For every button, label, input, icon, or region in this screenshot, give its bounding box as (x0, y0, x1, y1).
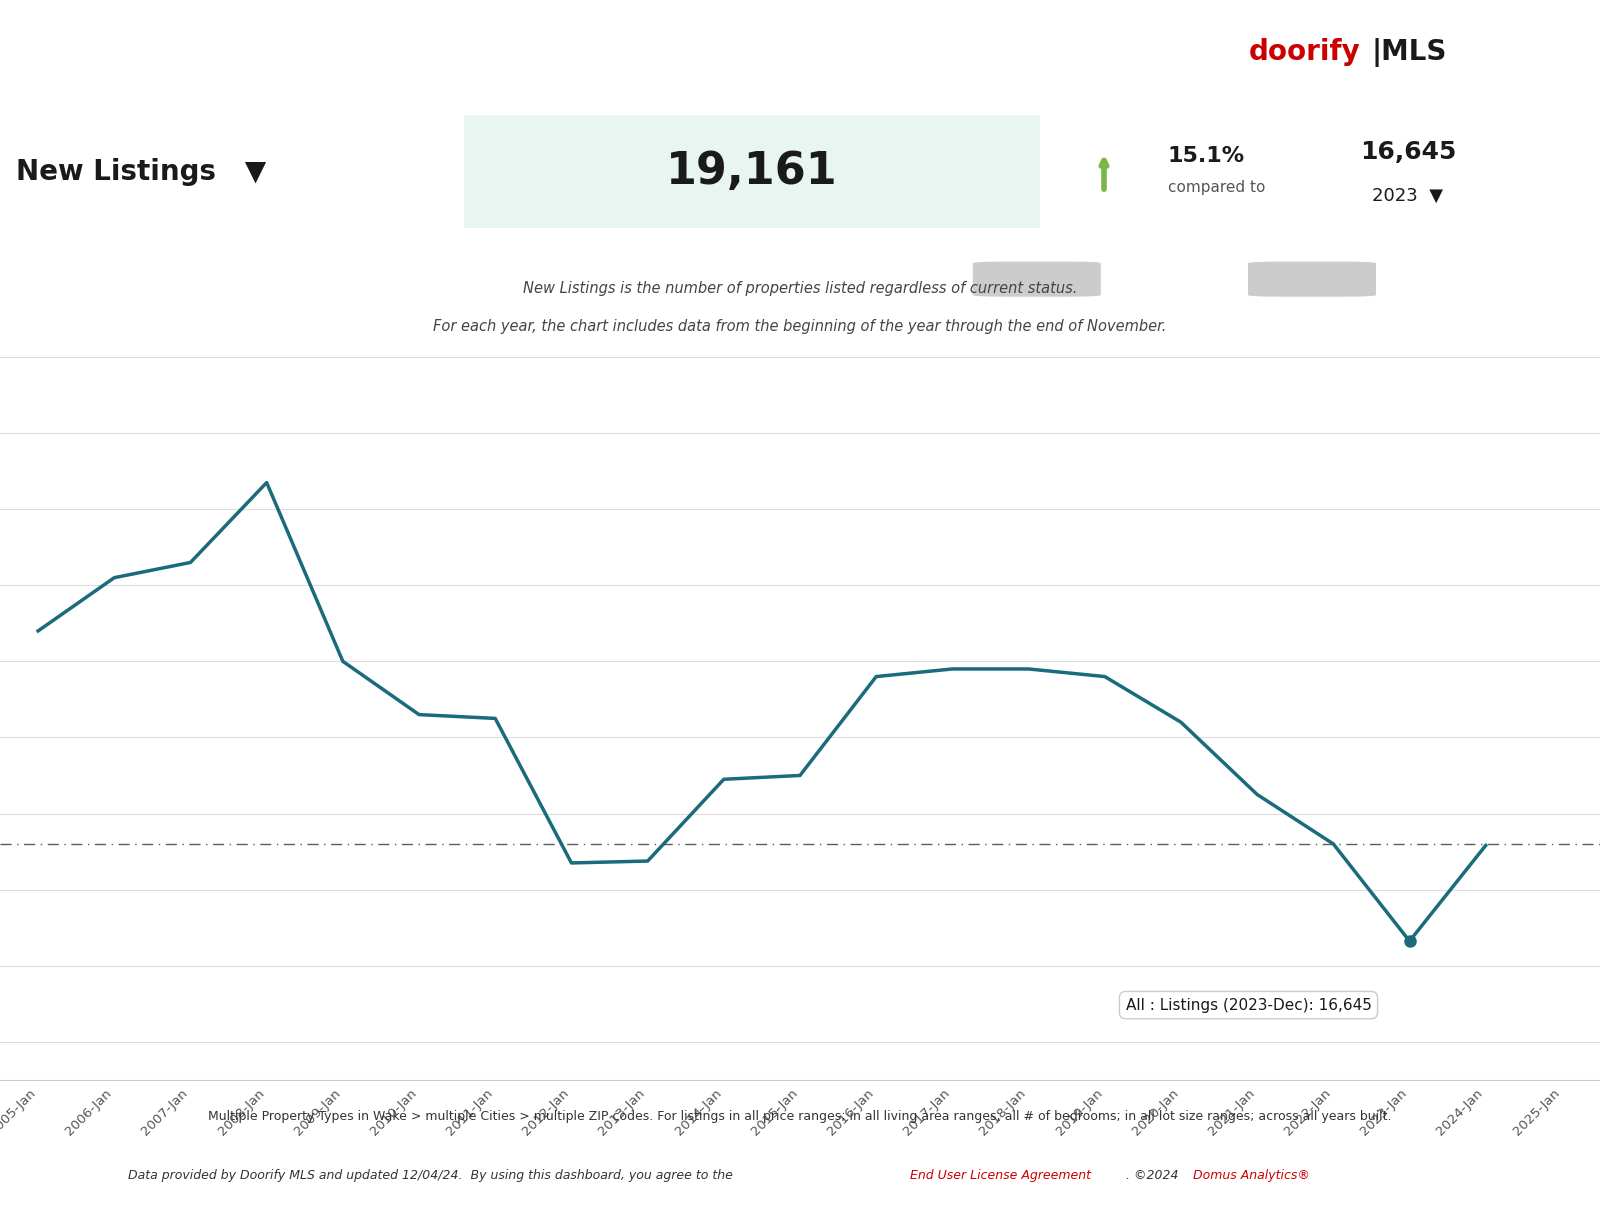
Text: ⎙: ⎙ (1530, 270, 1542, 288)
FancyBboxPatch shape (1248, 261, 1376, 297)
Text: Time Series (Line)  ▼: Time Series (Line) ▼ (48, 271, 226, 287)
Text: Yearly-YTD  ▼: Yearly-YTD ▼ (304, 271, 418, 287)
Text: 19,161: 19,161 (666, 150, 838, 194)
Text: 16,645: 16,645 (1360, 140, 1456, 163)
Text: 2023  ▼: 2023 ▼ (1373, 187, 1443, 205)
FancyBboxPatch shape (973, 261, 1101, 297)
Text: compared to: compared to (1168, 180, 1266, 195)
FancyBboxPatch shape (464, 115, 1040, 228)
Text: . ©2024: . ©2024 (1126, 1169, 1182, 1182)
Text: No Breakout  ▼: No Breakout ▼ (512, 271, 642, 287)
Text: 15.1%: 15.1% (1168, 146, 1245, 166)
Text: |MLS: |MLS (1371, 38, 1448, 66)
Text: All : Listings (2023-Dec): 16,645: All : Listings (2023-Dec): 16,645 (1125, 998, 1371, 1012)
Text: Data provided by Doorify MLS and updated 12/04/24.  By using this dashboard, you: Data provided by Doorify MLS and updated… (128, 1169, 738, 1182)
Text: ?: ? (1466, 270, 1478, 288)
Text: New Listings is the number of properties listed regardless of current status.: New Listings is the number of properties… (523, 281, 1077, 296)
Text: doorify: doorify (1250, 38, 1360, 66)
Text: Multiple Property Types in Wake > multiple Cities > multiple ZIP codes. For list: Multiple Property Types in Wake > multip… (208, 1110, 1392, 1123)
Text: Show Mtg Rate:: Show Mtg Rate: (832, 271, 968, 287)
Text: Domus Analytics®: Domus Analytics® (1194, 1169, 1310, 1182)
Text: New Listings   ▼: New Listings ▼ (16, 158, 266, 185)
Text: 2024  ▼: 2024 ▼ (723, 36, 877, 69)
Text: Market Insights: Market Insights (32, 38, 301, 66)
Text: Show Filters:: Show Filters: (1120, 271, 1232, 287)
Text: End User License Agreement: End User License Agreement (910, 1169, 1091, 1182)
Text: For each year, the chart includes data from the beginning of the year through th: For each year, the chart includes data f… (434, 319, 1166, 334)
